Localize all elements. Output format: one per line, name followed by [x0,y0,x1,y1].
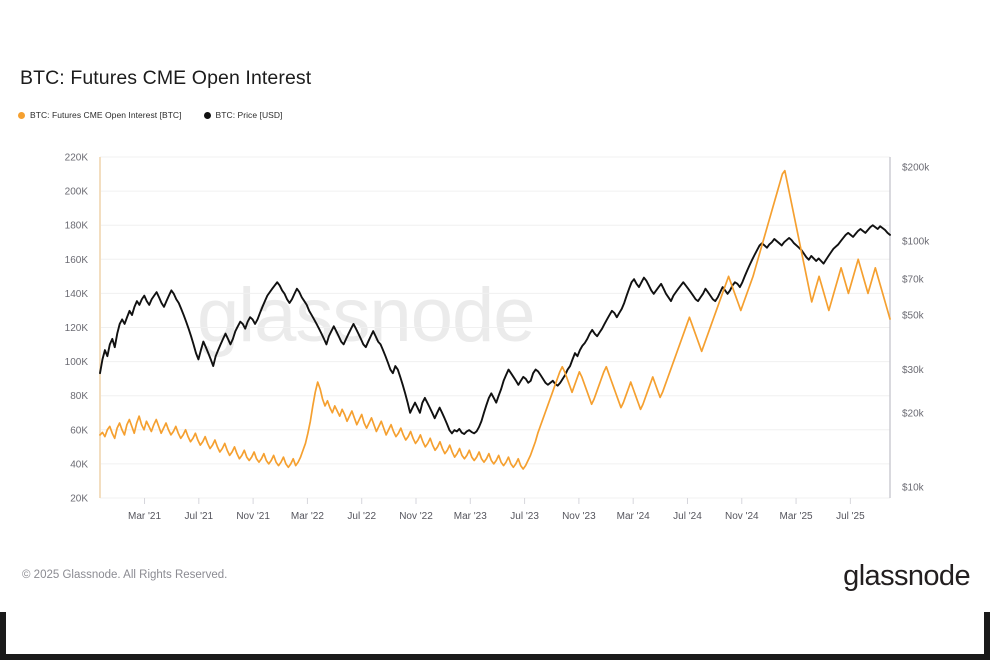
x-axis-tick-label: Mar '25 [780,511,813,522]
x-axis-tick-label: Jul '22 [347,511,376,522]
x-axis-tick-label: Jul '23 [510,511,539,522]
x-axis-tick-label: Mar '22 [291,511,324,522]
page-title: BTC: Futures CME Open Interest [20,67,312,89]
x-axis-tick-label: Nov '23 [562,511,596,522]
series-line-btc-price [99,224,891,435]
series-line-cme-open-interest [99,169,891,470]
x-axis-tick-label: Nov '22 [399,511,433,522]
legend-item-price[interactable]: BTC: Price [USD] [203,110,283,120]
y-axis-left-tick-label: 120K [65,323,89,334]
x-axis-tick-label: Jul '24 [673,511,702,522]
y-axis-left-tick-label: 140K [65,289,89,300]
y-axis-right-tick-label: $100k [902,237,930,248]
x-axis-tick-label: Mar '21 [128,511,161,522]
y-axis-right-tick-label: $10k [902,482,925,493]
copyright-text: © 2025 Glassnode. All Rights Reserved. [22,569,228,581]
y-axis-left-tick-label: 80K [70,391,88,402]
brand-logo: glassnode [843,560,970,592]
y-axis-left-tick-label: 20K [70,494,88,505]
x-axis-tick-label: Mar '24 [617,511,650,522]
legend-color-swatch-icon [203,111,211,119]
legend-item-open-interest[interactable]: BTC: Futures CME Open Interest [BTC] [18,110,182,120]
y-axis-left-tick-label: 220K [65,153,89,164]
y-axis-right-tick-label: $50k [902,311,925,322]
y-axis-left-tick-label: 100K [65,357,89,368]
legend-label-price: BTC: Price [USD] [215,110,283,120]
chart-card: BTC: Futures CME Open Interest BTC: Futu… [18,67,971,592]
x-axis-tick-label: Nov '24 [725,511,759,522]
y-axis-left-tick-label: 200K [65,187,89,198]
x-axis-tick-label: Jul '25 [836,511,865,522]
plot-area: 20K 40K 60K 80K 100K 120K 140K 160K 180K 200K 220K… [65,153,931,523]
y-axis-right-tick-label: $30k [902,365,925,376]
x-axis-tick-label: Mar '23 [454,511,487,522]
chart-legend: BTC: Futures CME Open Interest [BTC] BTC… [18,110,282,120]
legend-label-open-interest: BTC: Futures CME Open Interest [BTC] [30,110,182,120]
x-axis-tick-label: Nov '21 [236,511,270,522]
y-axis-left-tick-label: 180K [65,221,89,232]
y-axis-left-tick-label: 40K [70,459,88,470]
chart-svg: 20K 40K 60K 80K 100K 120K 140K 160K 180K 200K 220K… [65,153,931,523]
x-axis-tick-label: Jul '21 [185,511,214,522]
y-axis-right-tick-label: $20k [902,408,925,419]
y-axis-right-tick-label: $200k [902,163,930,174]
legend-color-swatch-icon [18,111,25,119]
frame-edge-bottom [0,654,990,660]
y-axis-left-tick-label: 160K [65,255,89,266]
y-axis-left-tick-label: 60K [70,425,88,436]
y-axis-right-tick-label: $70k [902,275,925,286]
